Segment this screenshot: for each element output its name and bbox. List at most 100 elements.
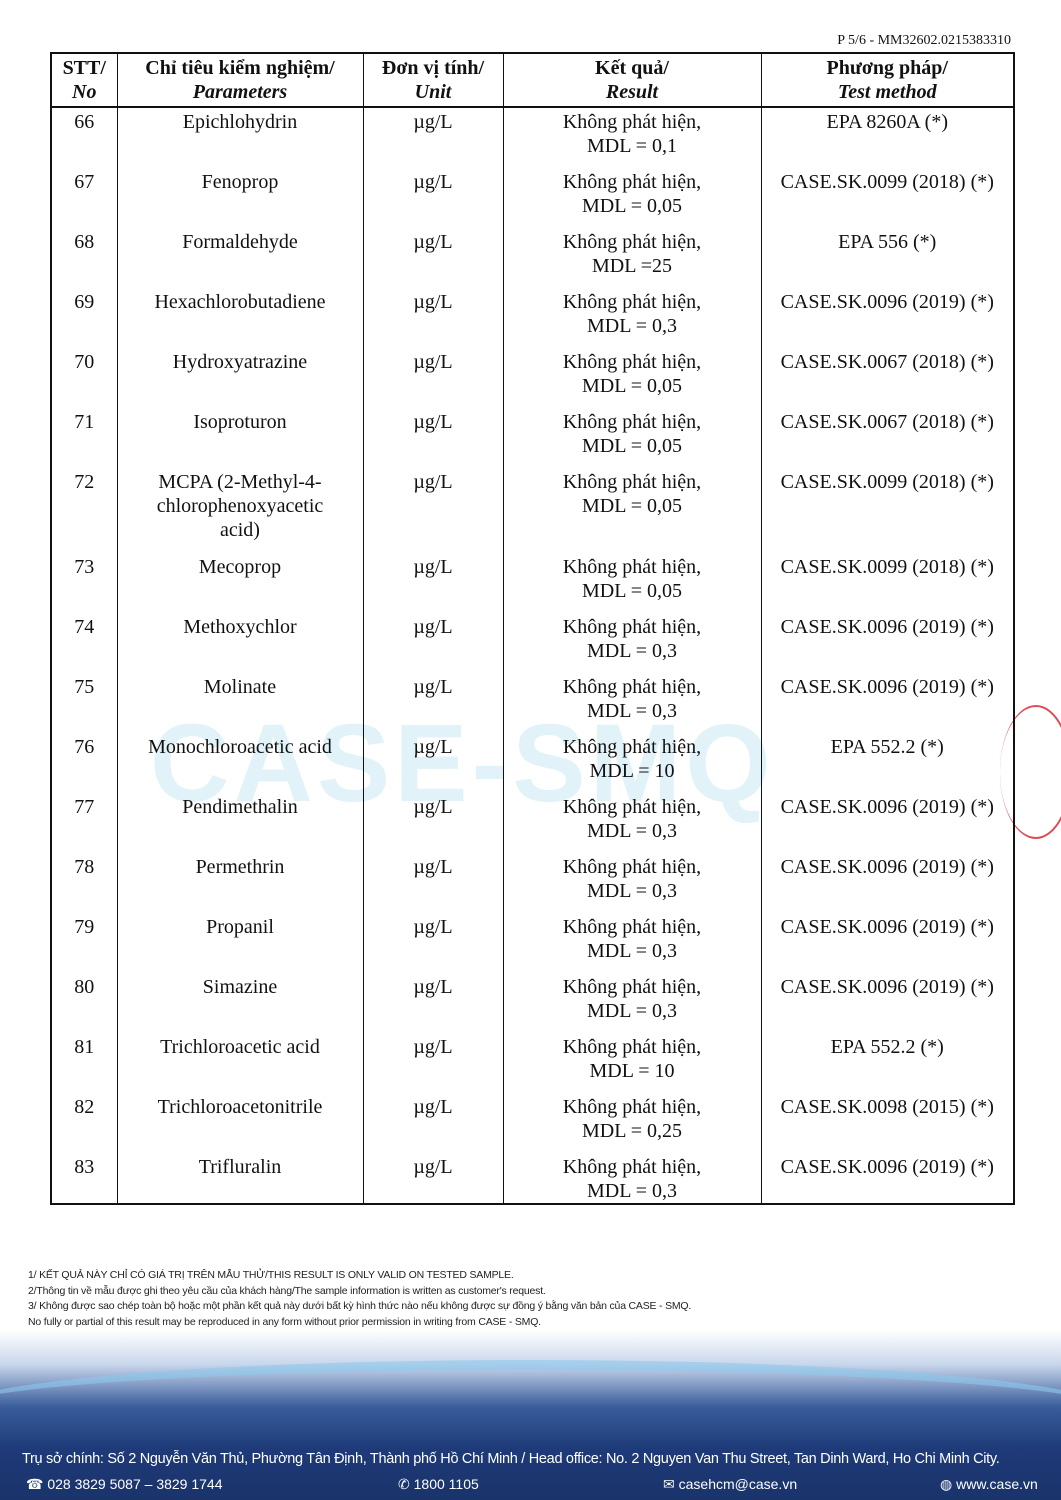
- result-text: Không phát hiện,: [562, 856, 702, 878]
- cell-unit: µg/L: [362, 613, 504, 673]
- table-row: 71 Isoproturon µg/L Không phát hiện, MDL = 0…: [50, 408, 1015, 468]
- result-text: Không phát hiện,: [562, 1156, 702, 1178]
- cell-method: CASE.SK.0096 (2019) (*): [760, 288, 1015, 348]
- table-header: STT/No Chỉ tiêu kiểm nghiệm/Parameters Đ…: [50, 53, 1015, 108]
- cell-no: 66: [50, 107, 118, 168]
- cell-method: CASE.SK.0098 (2015) (*): [760, 1093, 1015, 1153]
- cell-unit: µg/L: [362, 1033, 504, 1093]
- cell-parameter: Trichloroacetic acid: [116, 1033, 364, 1093]
- footer-phone: ☎ 028 3829 5087 – 3829 1744: [26, 1476, 223, 1492]
- cell-method: CASE.SK.0099 (2018) (*): [760, 553, 1015, 613]
- cell-no: 83: [50, 1153, 118, 1204]
- mdl-value: MDL = 0,05: [582, 580, 682, 602]
- cell-result: Không phát hiện, MDL = 0,3: [502, 913, 762, 973]
- table-row: 78 Permethrin µg/L Không phát hiện, MDL = 0,…: [50, 853, 1015, 913]
- result-text: Không phát hiện,: [562, 231, 702, 253]
- cell-method: CASE.SK.0099 (2018) (*): [760, 168, 1015, 228]
- header-result: Kết quả/Result: [502, 53, 762, 108]
- cell-no: 70: [50, 348, 118, 408]
- cell-unit: µg/L: [362, 228, 504, 288]
- mdl-value: MDL = 0,05: [582, 195, 682, 217]
- result-text: Không phát hiện,: [562, 171, 702, 193]
- footer-email[interactable]: ✉ casehcm@case.vn: [663, 1476, 798, 1492]
- cell-no: 67: [50, 168, 118, 228]
- result-text: Không phát hiện,: [562, 616, 702, 638]
- cell-result: Không phát hiện, MDL = 0,3: [502, 853, 762, 913]
- cell-unit: µg/L: [362, 853, 504, 913]
- cell-unit: µg/L: [362, 348, 504, 408]
- telephone-icon: ☎: [26, 1476, 48, 1492]
- cell-unit: µg/L: [362, 673, 504, 733]
- header-parameters: Chỉ tiêu kiểm nghiệm/Parameters: [116, 53, 364, 108]
- cell-unit: µg/L: [362, 973, 504, 1033]
- result-text: Không phát hiện,: [562, 111, 702, 133]
- cell-parameter: Epichlohydrin: [116, 107, 364, 168]
- header-no: STT/No: [50, 53, 118, 108]
- cell-unit: µg/L: [362, 553, 504, 613]
- cell-parameter: Trifluralin: [116, 1153, 364, 1204]
- table-row: 73 Mecoprop µg/L Không phát hiện, MDL = 0,05…: [50, 553, 1015, 613]
- table-row: 81 Trichloroacetic acid µg/L Không phát hiệ…: [50, 1033, 1015, 1093]
- cell-method: CASE.SK.0067 (2018) (*): [760, 348, 1015, 408]
- cell-method: CASE.SK.0096 (2019) (*): [760, 1153, 1015, 1204]
- cell-method: CASE.SK.0096 (2019) (*): [760, 793, 1015, 853]
- cell-parameter: Molinate: [116, 673, 364, 733]
- cell-parameter: Permethrin: [116, 853, 364, 913]
- cell-unit: µg/L: [362, 913, 504, 973]
- cell-parameter: Formaldehyde: [116, 228, 364, 288]
- cell-parameter: Propanil: [116, 913, 364, 973]
- cell-parameter: MCPA (2-Methyl-4-chlorophenoxyacetic aci…: [116, 468, 364, 553]
- mdl-value: MDL = 0,05: [582, 375, 682, 397]
- red-stamp: [1000, 705, 1061, 839]
- cell-parameter: Isoproturon: [116, 408, 364, 468]
- footer-website[interactable]: ◍ www.case.vn: [940, 1476, 1038, 1492]
- table-row: 80 Simazine µg/L Không phát hiện, MDL = 0,3 C…: [50, 973, 1015, 1033]
- mdl-value: MDL = 0,3: [587, 880, 677, 902]
- cell-method: CASE.SK.0096 (2019) (*): [760, 673, 1015, 733]
- mdl-value: MDL = 0,3: [587, 640, 677, 662]
- table-row: 82 Trichloroacetonitrile µg/L Không phát hi…: [50, 1093, 1015, 1153]
- cell-unit: µg/L: [362, 793, 504, 853]
- cell-result: Không phát hiện, MDL = 0,3: [502, 1153, 762, 1204]
- header-method: Phương pháp/Test method: [760, 53, 1015, 108]
- cell-result: Không phát hiện, MDL = 0,05: [502, 168, 762, 228]
- cell-result: Không phát hiện, MDL = 0,3: [502, 793, 762, 853]
- cell-no: 68: [50, 228, 118, 288]
- cell-method: CASE.SK.0096 (2019) (*): [760, 913, 1015, 973]
- cell-no: 72: [50, 468, 118, 553]
- table-row: 67 Fenoprop µg/L Không phát hiện, MDL = 0,05…: [50, 168, 1015, 228]
- cell-no: 80: [50, 973, 118, 1033]
- result-text: Không phát hiện,: [562, 471, 702, 493]
- table-row: 76 Monochloroacetic acid µg/L Không phát hi…: [50, 733, 1015, 793]
- cell-parameter: Fenoprop: [116, 168, 364, 228]
- cell-no: 77: [50, 793, 118, 853]
- cell-method: EPA 556 (*): [760, 228, 1015, 288]
- mdl-value: MDL = 10: [589, 1060, 675, 1082]
- cell-parameter: Hydroxyatrazine: [116, 348, 364, 408]
- mdl-value: MDL = 0,1: [587, 135, 677, 157]
- phone-handset-icon: ✆: [398, 1476, 414, 1492]
- cell-result: Không phát hiện, MDL = 0,05: [502, 408, 762, 468]
- cell-unit: µg/L: [362, 468, 504, 553]
- cell-unit: µg/L: [362, 168, 504, 228]
- cell-method: CASE.SK.0096 (2019) (*): [760, 973, 1015, 1033]
- envelope-icon: ✉: [663, 1476, 679, 1492]
- note-2: 2/Thông tin về mẫu được ghi theo yêu cầu…: [28, 1284, 546, 1297]
- cell-result: Không phát hiện, MDL = 0,3: [502, 613, 762, 673]
- cell-result: Không phát hiện, MDL = 0,1: [502, 107, 762, 168]
- table-row: 74 Methoxychlor µg/L Không phát hiện, MDL = …: [50, 613, 1015, 673]
- result-text: Không phát hiện,: [562, 556, 702, 578]
- mdl-value: MDL = 0,3: [587, 700, 677, 722]
- footer-wave: [0, 1360, 1061, 1460]
- cell-parameter: Hexachlorobutadiene: [116, 288, 364, 348]
- cell-unit: µg/L: [362, 288, 504, 348]
- cell-no: 79: [50, 913, 118, 973]
- globe-icon: ◍: [940, 1476, 957, 1492]
- cell-result: Không phát hiện, MDL = 0,3: [502, 673, 762, 733]
- result-text: Không phát hiện,: [562, 796, 702, 818]
- mdl-value: MDL = 0,3: [587, 1000, 677, 1022]
- cell-result: Không phát hiện, MDL = 10: [502, 733, 762, 793]
- cell-no: 75: [50, 673, 118, 733]
- cell-method: EPA 552.2 (*): [760, 733, 1015, 793]
